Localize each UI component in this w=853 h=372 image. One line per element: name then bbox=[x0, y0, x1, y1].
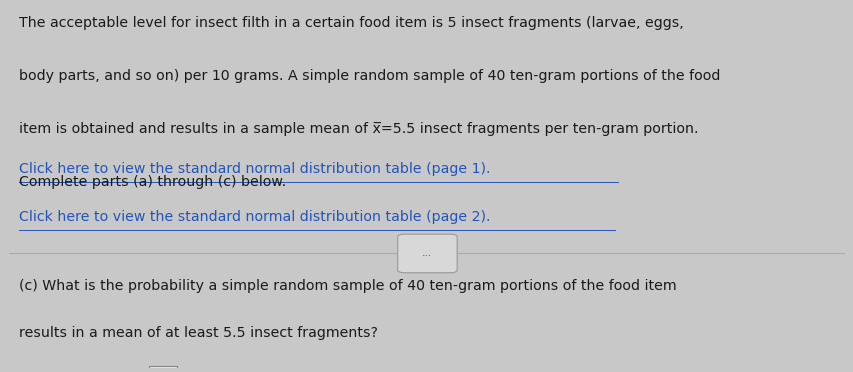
FancyBboxPatch shape bbox=[397, 234, 456, 273]
Text: Click here to view the standard normal distribution table (page 1).: Click here to view the standard normal d… bbox=[19, 162, 490, 176]
Text: The acceptable level for insect filth in a certain food item is 5 insect fragmen: The acceptable level for insect filth in… bbox=[19, 16, 682, 31]
Text: item is obtained and results in a sample mean of x̅=5.5 insect fragments per ten: item is obtained and results in a sample… bbox=[19, 122, 697, 136]
Text: (c) What is the probability a simple random sample of 40 ten-gram portions of th: (c) What is the probability a simple ran… bbox=[19, 279, 676, 293]
Text: results in a mean of at least 5.5 insect fragments?: results in a mean of at least 5.5 insect… bbox=[19, 326, 377, 340]
FancyBboxPatch shape bbox=[149, 366, 177, 372]
Text: Click here to view the standard normal distribution table (page 2).: Click here to view the standard normal d… bbox=[19, 210, 490, 224]
Text: body parts, and so on) per 10 grams. A simple random sample of 40 ten-gram porti: body parts, and so on) per 10 grams. A s… bbox=[19, 69, 719, 83]
Text: ...: ... bbox=[422, 248, 432, 259]
Text: Complete parts (a) through (c) below.: Complete parts (a) through (c) below. bbox=[19, 175, 286, 189]
